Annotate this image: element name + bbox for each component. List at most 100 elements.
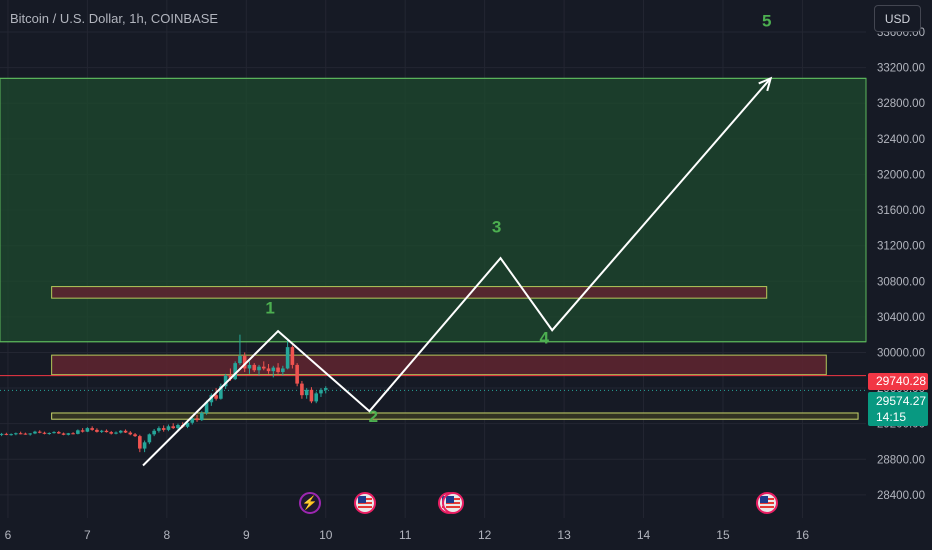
candle bbox=[90, 426, 94, 431]
candle bbox=[266, 364, 271, 374]
candle bbox=[295, 363, 299, 387]
candle-body bbox=[42, 432, 47, 434]
candle bbox=[52, 431, 56, 434]
current-price-tag: 29574.27 14:15 bbox=[868, 392, 928, 426]
time-tick-label: 15 bbox=[716, 528, 730, 542]
candle-body bbox=[47, 433, 52, 435]
wave-label-3: 3 bbox=[492, 217, 501, 236]
candle-body bbox=[304, 389, 309, 396]
candle-body bbox=[252, 364, 257, 371]
wave-label-2: 2 bbox=[369, 407, 378, 426]
candle-body bbox=[314, 393, 319, 402]
candle-body bbox=[261, 366, 266, 369]
wave-label-4: 4 bbox=[539, 329, 549, 348]
candle-body bbox=[104, 430, 109, 433]
time-tick-label: 7 bbox=[84, 528, 91, 542]
candle-body bbox=[214, 395, 218, 399]
wave-label-1: 1 bbox=[265, 298, 274, 317]
price-tick-label: 28400.00 bbox=[877, 490, 925, 502]
price-tick-label: 32400.00 bbox=[877, 134, 925, 146]
candle bbox=[147, 433, 152, 445]
candle bbox=[214, 388, 218, 401]
candle bbox=[104, 429, 109, 433]
us-flag-icon[interactable] bbox=[755, 492, 778, 514]
candle-body bbox=[285, 347, 290, 369]
candle bbox=[304, 388, 309, 399]
candle bbox=[95, 428, 99, 433]
candle-body bbox=[152, 430, 156, 435]
price-tick-label: 28800.00 bbox=[877, 454, 925, 466]
candle-body bbox=[14, 433, 18, 435]
candle bbox=[18, 431, 23, 435]
candle bbox=[123, 429, 128, 434]
candle bbox=[61, 432, 66, 436]
candle-body bbox=[71, 433, 75, 435]
candle bbox=[252, 363, 257, 373]
candle bbox=[242, 352, 247, 373]
candle-body bbox=[133, 434, 137, 437]
candle bbox=[261, 361, 266, 371]
candle-body bbox=[223, 375, 228, 387]
candle-body bbox=[161, 428, 166, 430]
time-tick-label: 14 bbox=[637, 528, 651, 542]
candle-body bbox=[276, 367, 280, 373]
candle-body bbox=[309, 389, 314, 402]
candle-body bbox=[204, 402, 209, 413]
us-flag-icon[interactable] bbox=[441, 492, 464, 514]
candle-body bbox=[118, 430, 123, 433]
candle-body bbox=[233, 363, 237, 380]
price-tick-label: 33200.00 bbox=[877, 63, 925, 75]
candle bbox=[28, 433, 32, 436]
candle-body bbox=[142, 442, 147, 449]
candle bbox=[200, 411, 204, 421]
candle-body bbox=[56, 432, 61, 434]
current-price-value: 29574.27 bbox=[876, 394, 927, 408]
candle bbox=[152, 428, 156, 437]
candle-body bbox=[281, 368, 285, 373]
candle bbox=[157, 426, 161, 433]
us-flag-icon[interactable] bbox=[354, 492, 377, 514]
time-tick-label: 11 bbox=[399, 528, 412, 542]
candle-body bbox=[166, 426, 171, 430]
candle bbox=[247, 361, 252, 374]
candle bbox=[171, 423, 175, 429]
candle bbox=[99, 429, 104, 434]
time-tick-label: 6 bbox=[5, 528, 12, 542]
candle bbox=[276, 363, 280, 374]
candle bbox=[285, 339, 290, 370]
candle bbox=[14, 432, 18, 436]
candle bbox=[319, 388, 323, 397]
candle bbox=[56, 430, 61, 434]
currency-button[interactable]: USD bbox=[874, 5, 921, 32]
candle bbox=[223, 373, 228, 389]
candle-body bbox=[123, 430, 128, 433]
time-tick-label: 13 bbox=[557, 528, 571, 542]
candle-body bbox=[195, 418, 199, 421]
candle-countdown: 14:15 bbox=[876, 410, 907, 424]
candle-body bbox=[23, 433, 28, 435]
candle bbox=[109, 430, 114, 435]
candle-body bbox=[242, 356, 247, 369]
candle-body bbox=[157, 428, 161, 431]
candle bbox=[85, 427, 90, 433]
candle bbox=[323, 386, 328, 394]
candle-body bbox=[66, 433, 71, 435]
candle-body bbox=[114, 432, 118, 434]
candle-body bbox=[61, 433, 66, 435]
price-axis: 28400.0028800.0029200.0029600.0030000.00… bbox=[877, 27, 925, 502]
candle-body bbox=[28, 433, 32, 435]
candle bbox=[118, 430, 123, 434]
candle bbox=[195, 414, 199, 422]
candle bbox=[66, 432, 71, 436]
candle-body bbox=[95, 429, 99, 432]
candle-body bbox=[52, 432, 56, 434]
candle-body bbox=[9, 434, 13, 436]
candles bbox=[0, 334, 328, 453]
candle-body bbox=[295, 364, 299, 384]
candle bbox=[76, 429, 80, 435]
candle bbox=[0, 432, 4, 437]
candle bbox=[47, 432, 52, 435]
lightning-icon[interactable]: ⚡ bbox=[298, 492, 321, 514]
